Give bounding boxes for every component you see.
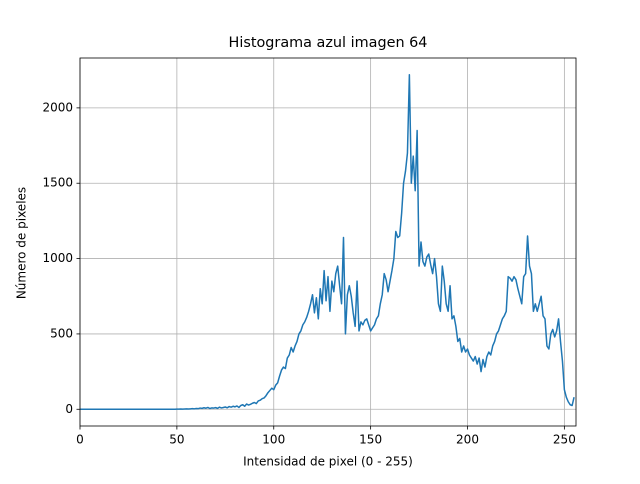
x-tick-label: 150: [359, 433, 382, 447]
y-tick-label: 1000: [42, 251, 73, 265]
x-tick-label: 50: [169, 433, 184, 447]
plot-frame: [79, 57, 577, 427]
y-axis-label: Número de pixeles: [15, 187, 29, 299]
x-tick-label: 100: [262, 433, 285, 447]
x-tick-label: 250: [553, 433, 576, 447]
y-tick-label: 500: [50, 326, 73, 340]
x-tick-label: 200: [456, 433, 479, 447]
chart-title: Histograma azul imagen 64: [229, 35, 428, 51]
x-axis-label: Intensidad de pixel (0 - 255): [243, 455, 413, 469]
y-tick-label: 1500: [42, 176, 73, 190]
y-tick-label: 0: [65, 402, 73, 416]
data-line: [80, 73, 575, 411]
x-tick-label: 0: [76, 433, 84, 447]
y-tick-label: 2000: [42, 100, 73, 114]
